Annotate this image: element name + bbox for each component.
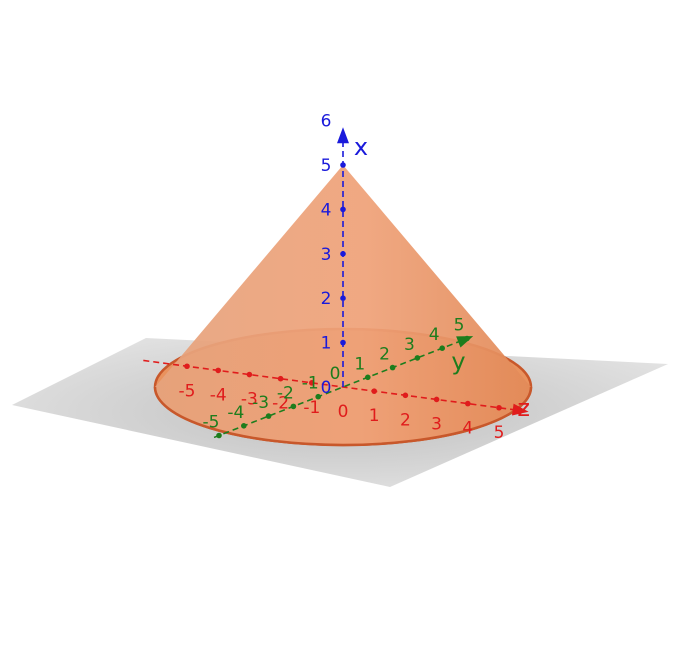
z-tick-mark <box>215 367 221 374</box>
z-tick-label: 2 <box>400 410 411 430</box>
z-tick-mark <box>433 396 440 403</box>
x-tick-mark <box>340 206 346 213</box>
z-tick-mark <box>184 363 190 370</box>
x-tick-mark <box>340 251 346 257</box>
y-tick-label: 4 <box>429 325 440 345</box>
y-tick-mark <box>464 335 470 342</box>
y-tick-mark <box>439 345 446 352</box>
y-tick-label: -1 <box>302 374 319 394</box>
z-tick-label: -3 <box>241 390 258 410</box>
y-tick-label: -3 <box>252 393 269 413</box>
x-tick-label: 1 <box>321 334 332 354</box>
x-tick-label: 4 <box>321 200 332 220</box>
z-tick-label: -2 <box>272 394 289 414</box>
y-tick-mark <box>315 393 322 400</box>
x-tick-label: 6 <box>321 112 332 132</box>
y-axis-name: y <box>451 347 465 375</box>
y-tick-mark <box>414 355 421 361</box>
z-tick-label: -4 <box>210 385 227 405</box>
z-tick-label: -5 <box>179 381 196 401</box>
z-tick-mark <box>465 400 471 407</box>
y-axis[interactable]: -5 -4 -3 -2 -1 0 1 2 3 4 5y <box>203 316 474 439</box>
y-tick-label: -4 <box>227 403 244 423</box>
y-tick-label: -2 <box>277 383 294 403</box>
z-tick-label: 4 <box>462 419 473 439</box>
x-tick-mark <box>340 339 346 346</box>
x-tick-label: 2 <box>321 289 332 309</box>
y-tick-mark <box>389 364 396 371</box>
z-tick-mark <box>246 371 253 378</box>
z-tick-label: 0 <box>338 402 349 422</box>
y-axis-line <box>213 338 465 439</box>
z-tick-label: 3 <box>431 414 442 434</box>
x-tick-mark <box>340 162 346 168</box>
y-tick-label: 3 <box>404 335 415 355</box>
z-tick-mark <box>309 380 315 386</box>
y-tick-label: 1 <box>354 354 365 374</box>
x-tick-label: 0 <box>321 378 332 398</box>
x-axis-arrow <box>337 127 349 144</box>
x-tick-label: 3 <box>321 245 332 265</box>
z-axis[interactable]: -5 -4 -3 -2 -1 0 1 2 3 4 5z <box>143 359 530 443</box>
x-axis-name: x <box>354 133 368 161</box>
y-tick-mark <box>241 423 247 429</box>
y-tick-label: 2 <box>379 345 390 365</box>
y-tick-label: -5 <box>203 413 220 433</box>
z-tick-label: 1 <box>369 406 380 426</box>
y-tick-mark <box>290 403 297 410</box>
z-tick-label: 5 <box>494 423 505 443</box>
x-tick-label: 5 <box>321 156 332 176</box>
z-tick-mark <box>402 392 409 399</box>
z-axis-line <box>143 359 518 412</box>
y-tick-label: 0 <box>330 364 341 384</box>
z-tick-mark <box>371 388 378 394</box>
z-tick-mark <box>496 404 502 411</box>
z-axis-name: z <box>517 394 530 422</box>
cone-front-rim <box>153 386 533 447</box>
y-tick-mark <box>265 413 272 419</box>
z-tick-label: -1 <box>303 398 320 418</box>
y-tick-mark <box>365 374 371 381</box>
z-tick-mark <box>277 375 284 382</box>
x-tick-mark <box>340 295 346 302</box>
y-tick-mark <box>216 432 222 439</box>
z-axis-arrow <box>511 403 529 416</box>
y-tick-label: 5 <box>454 316 465 336</box>
